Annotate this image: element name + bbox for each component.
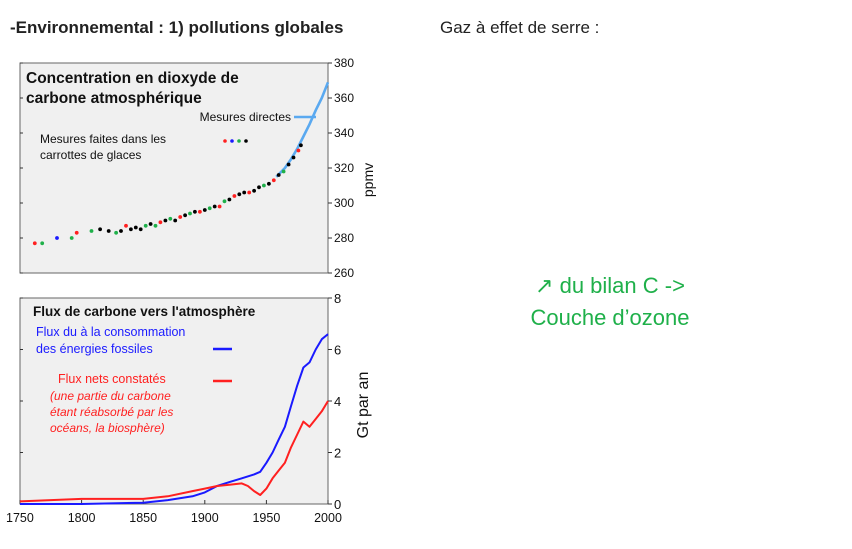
co2-ice-point (286, 162, 291, 167)
flux-fossil-line (20, 333, 329, 505)
co2-ice-point (114, 230, 118, 235)
co2-ice-point (267, 181, 271, 186)
note-box: ↗ du bilan C -> Couche d’ozone (480, 270, 740, 334)
flux-xtick-label: 1750 (6, 511, 34, 525)
co2-ice-point (242, 190, 247, 195)
co2-ice-point (69, 236, 74, 240)
co2-ytick-label: 300 (334, 196, 354, 210)
co2-ice-point (163, 218, 168, 223)
flux-net-line (19, 400, 329, 503)
co2-ice-point (276, 173, 281, 177)
flux-ytick-label: 6 (334, 343, 341, 358)
flux-legend-net-line1: Flux nets constatés (58, 372, 166, 386)
co2-legend-ice-line1: Mesures faites dans les (40, 132, 166, 146)
co2-ice-point (188, 211, 192, 216)
flux-ytick-label: 8 (334, 291, 341, 306)
co2-ice-point (168, 216, 173, 221)
co2-ice-point (55, 236, 59, 240)
co2-legend-dot-red (223, 139, 227, 143)
co2-y-ticks: 380 360 340 320 300 280 260 (20, 56, 354, 280)
flux-legend-net-line2: (une partie du carbone (50, 389, 171, 403)
co2-ice-point (212, 204, 217, 209)
co2-ice-point (299, 143, 303, 148)
co2-legend-dot-blue (230, 139, 234, 143)
section-heading: -Environnemental : 1) pollutions globale… (10, 18, 344, 37)
co2-ytick-label: 340 (334, 126, 354, 140)
co2-legend-dot-green (237, 139, 241, 143)
co2-ice-point (202, 208, 207, 212)
co2-ice-point (40, 241, 45, 246)
co2-ice-point (227, 197, 232, 202)
flux-plot-area (19, 297, 329, 505)
co2-ice-point (148, 222, 153, 226)
co2-ice-point (89, 229, 94, 233)
flux-xtick-label: 2000 (314, 511, 342, 525)
co2-ice-point (153, 223, 158, 228)
co2-ice-point (129, 227, 133, 232)
co2-ytick-label: 360 (334, 91, 354, 105)
co2-legend-ice-swatch (223, 139, 248, 143)
co2-ice-point (281, 169, 286, 174)
co2-ice-point (158, 220, 163, 225)
co2-ice-point (262, 183, 266, 188)
co2-legend-direct: Mesures directes (200, 110, 291, 124)
co2-ice-point (198, 209, 202, 214)
flux-legend-net-line4: océans, la biosphère) (50, 421, 165, 435)
co2-ice-point (217, 204, 222, 209)
co2-ice-point (247, 190, 252, 195)
co2-ytick-label: 260 (334, 266, 354, 280)
flux-legend-net-line3: étant réabsorbé par les (50, 405, 173, 419)
co2-title-line2: carbone atmosphérique (26, 90, 202, 107)
co2-legend-dot-black (244, 139, 248, 143)
flux-series (19, 333, 329, 505)
co2-ice-point (173, 218, 178, 223)
co2-ice-point (133, 225, 138, 230)
subheading: Gaz à effet de serre : (440, 18, 600, 37)
co2-ice-point (183, 213, 188, 218)
flux-xtick-label: 1850 (129, 511, 157, 525)
note-line-1: ↗ du bilan C -> (535, 273, 685, 298)
co2-title-line1: Concentration en dioxyde de (26, 70, 239, 87)
co2-ice-point (193, 209, 197, 214)
co2-ice-point (237, 192, 242, 197)
flux-ytick-label: 2 (334, 446, 341, 461)
note-line-2: Couche d’ozone (530, 305, 690, 330)
co2-ytick-label: 320 (334, 161, 354, 175)
flux-title: Flux de carbone vers l'atmosphère (33, 304, 256, 319)
co2-ylabel: ppmv (360, 163, 376, 197)
flux-x-ticks: 1750 1800 1850 1900 1950 2000 (6, 500, 342, 525)
co2-ice-point (252, 188, 256, 193)
co2-ytick-label: 380 (334, 56, 354, 70)
co2-ice-point (178, 215, 183, 219)
co2-ice-point (271, 178, 276, 183)
co2-ice-point (143, 223, 148, 228)
flux-legend-fossil-line2: des énergies fossiles (36, 342, 153, 356)
flux-xtick-label: 1950 (252, 511, 280, 525)
co2-ice-point (222, 199, 227, 204)
flux-legend-fossil-line1: Flux du à la consommation (36, 325, 185, 339)
co2-ice-point (32, 241, 37, 246)
co2-ice-point (106, 229, 111, 233)
co2-ice-point (138, 227, 143, 232)
co2-ice-point (124, 223, 128, 228)
co2-series (32, 81, 330, 246)
flux-ylabel: Gt par an (355, 372, 372, 439)
co2-ice-point (98, 227, 102, 232)
co2-ice-point (119, 229, 123, 233)
flux-ytick-label: 0 (334, 497, 341, 512)
flux-xtick-label: 1800 (68, 511, 96, 525)
flux-ytick-label: 4 (334, 394, 341, 409)
co2-ice-point (296, 148, 301, 153)
co2-ice-point (207, 206, 212, 211)
co2-ice-point (257, 185, 261, 190)
co2-ice-point (232, 194, 237, 198)
flux-xtick-label: 1900 (191, 511, 219, 525)
co2-ice-point (291, 155, 296, 160)
co2-ytick-label: 280 (334, 231, 354, 245)
co2-legend-ice-line2: carrottes de glaces (40, 148, 141, 162)
co2-ice-point (74, 230, 79, 235)
